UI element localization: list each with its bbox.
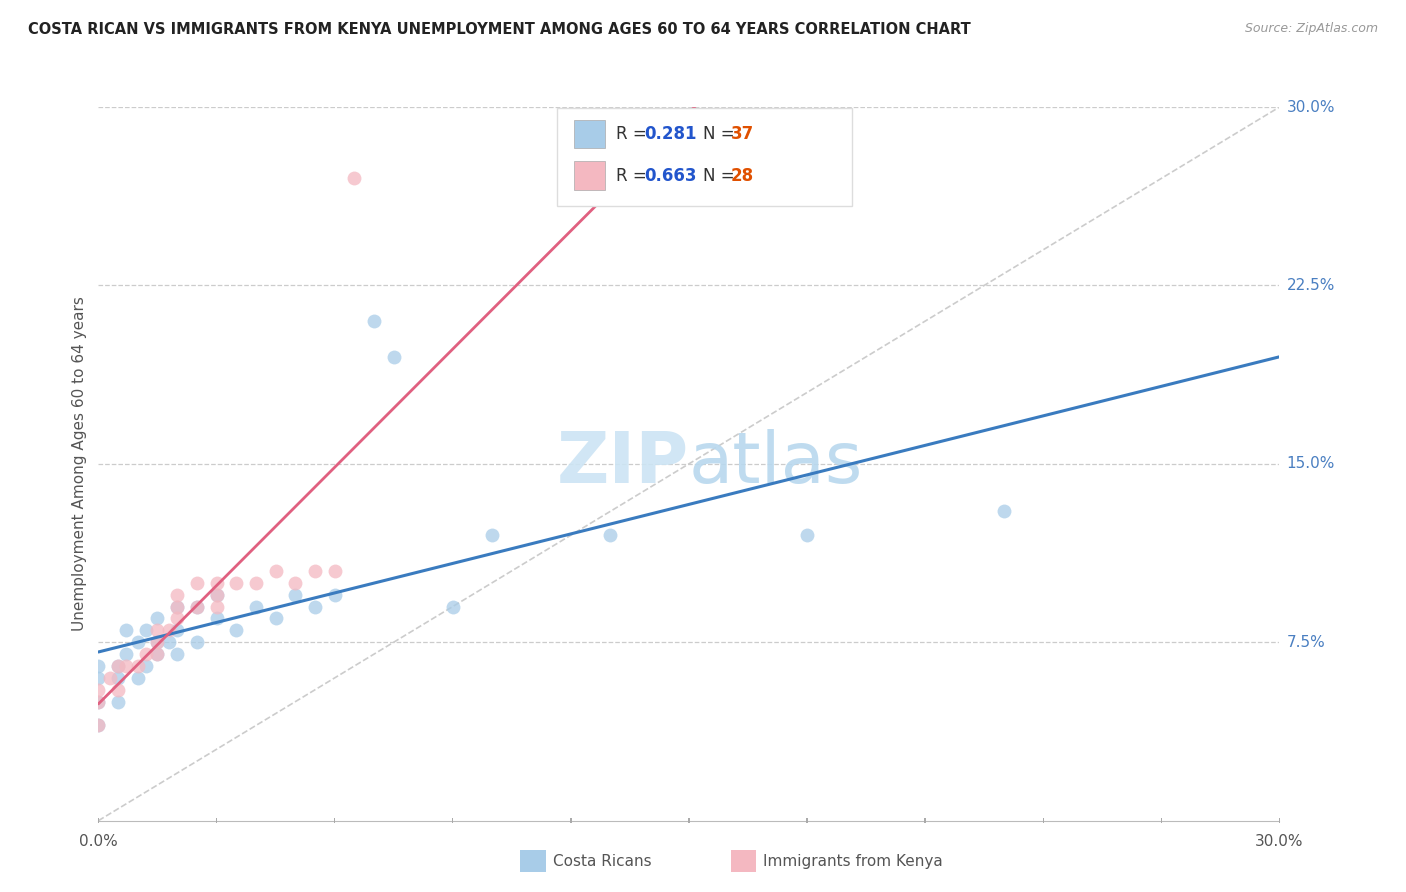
Point [115, 647, 138, 661]
Point [166, 624, 188, 638]
Point [146, 635, 169, 649]
Point [186, 635, 208, 649]
Text: 0.281: 0.281 [644, 125, 696, 143]
Point [87, 695, 110, 709]
Text: N =: N = [703, 125, 740, 143]
Point [186, 599, 208, 614]
Point [323, 564, 346, 578]
Point [205, 611, 228, 625]
Point [87, 671, 110, 685]
Point [135, 647, 157, 661]
Point [599, 528, 621, 542]
Point [186, 575, 208, 590]
Point [115, 624, 138, 638]
Point [107, 682, 129, 697]
Point [343, 171, 366, 186]
Point [87, 718, 110, 732]
Point [284, 575, 307, 590]
Text: 0.663: 0.663 [644, 167, 696, 185]
Text: ZIP: ZIP [557, 429, 689, 499]
Text: N =: N = [703, 167, 740, 185]
Point [146, 647, 169, 661]
Point [245, 575, 267, 590]
Point [245, 599, 267, 614]
Point [115, 659, 138, 673]
Text: 22.5%: 22.5% [1286, 278, 1334, 293]
Point [205, 575, 228, 590]
Point [304, 599, 326, 614]
Point [225, 624, 247, 638]
Point [166, 611, 188, 625]
Point [441, 599, 464, 614]
Y-axis label: Unemployment Among Ages 60 to 64 years: Unemployment Among Ages 60 to 64 years [72, 296, 87, 632]
Point [107, 659, 129, 673]
Text: 0.0%: 0.0% [79, 834, 118, 849]
Point [284, 588, 307, 602]
Point [264, 564, 287, 578]
Text: Source: ZipAtlas.com: Source: ZipAtlas.com [1244, 22, 1378, 36]
Point [127, 635, 149, 649]
Point [98, 671, 121, 685]
Point [146, 635, 169, 649]
Point [107, 659, 129, 673]
Point [146, 611, 169, 625]
Point [146, 647, 169, 661]
Point [264, 611, 287, 625]
Point [323, 588, 346, 602]
Point [127, 671, 149, 685]
Text: R =: R = [616, 125, 652, 143]
Point [205, 599, 228, 614]
Text: Immigrants from Kenya: Immigrants from Kenya [763, 854, 943, 869]
Point [166, 599, 188, 614]
Text: Costa Ricans: Costa Ricans [553, 854, 651, 869]
Point [796, 528, 818, 542]
Point [166, 588, 188, 602]
Point [304, 564, 326, 578]
Point [87, 659, 110, 673]
Text: 30.0%: 30.0% [1256, 834, 1303, 849]
Point [135, 659, 157, 673]
Text: 15.0%: 15.0% [1286, 457, 1334, 471]
Point [205, 588, 228, 602]
Point [87, 695, 110, 709]
Point [135, 624, 157, 638]
Text: 37: 37 [731, 125, 755, 143]
Text: 7.5%: 7.5% [1286, 635, 1326, 649]
Point [87, 682, 110, 697]
Point [157, 624, 180, 638]
Point [107, 671, 129, 685]
Point [993, 504, 1015, 518]
Point [363, 314, 385, 328]
Point [157, 635, 180, 649]
Point [205, 588, 228, 602]
Point [166, 647, 188, 661]
Text: 28: 28 [731, 167, 754, 185]
Point [166, 599, 188, 614]
Point [107, 695, 129, 709]
Point [127, 659, 149, 673]
Text: R =: R = [616, 167, 652, 185]
Point [87, 718, 110, 732]
Point [186, 599, 208, 614]
Point [225, 575, 247, 590]
Point [481, 528, 503, 542]
Text: atlas: atlas [689, 429, 863, 499]
Text: 30.0%: 30.0% [1286, 100, 1334, 114]
Point [146, 624, 169, 638]
Text: COSTA RICAN VS IMMIGRANTS FROM KENYA UNEMPLOYMENT AMONG AGES 60 TO 64 YEARS CORR: COSTA RICAN VS IMMIGRANTS FROM KENYA UNE… [28, 22, 972, 37]
Point [382, 350, 405, 364]
